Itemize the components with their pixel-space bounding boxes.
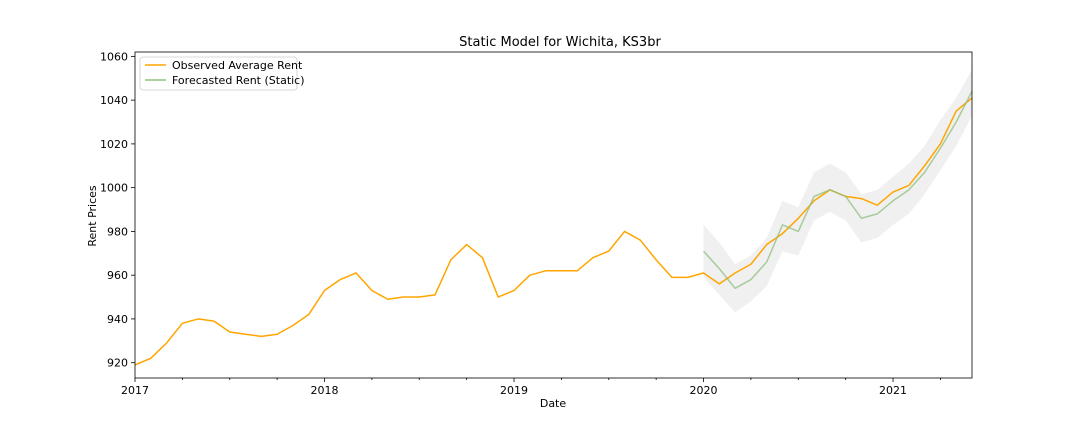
series-layer [134, 91, 973, 366]
y-tick-label: 1060 [100, 50, 128, 63]
y-tick-label: 1000 [100, 182, 128, 195]
confidence-band [703, 69, 972, 313]
observed-rent-line [134, 97, 973, 366]
x-tick-label: 2018 [311, 384, 339, 397]
confidence-interval-layer [703, 69, 972, 313]
y-tick-label: 940 [107, 313, 128, 326]
x-tick-label: 2019 [500, 384, 528, 397]
y-tick-label: 1040 [100, 94, 128, 107]
legend-label-observed: Observed Average Rent [172, 59, 303, 72]
y-axis: 920 940 960 980 1000 1020 1040 1060 [100, 50, 135, 370]
x-tick-label: 2021 [879, 384, 907, 397]
x-tick-label: 2017 [121, 384, 149, 397]
legend: Observed Average Rent Forecasted Rent (S… [139, 56, 305, 91]
legend-box [139, 56, 298, 91]
y-axis-label: Rent Prices [86, 185, 99, 247]
y-tick-label: 1020 [100, 138, 128, 151]
y-tick-label: 960 [107, 269, 128, 282]
y-tick-label: 980 [107, 225, 128, 238]
x-axis: 2017 2018 2019 2020 2021 [121, 378, 941, 397]
legend-label-forecast: Forecasted Rent (Static) [172, 74, 305, 87]
y-tick-label: 920 [107, 357, 128, 370]
chart-title: Static Model for Wichita, KS3br [459, 35, 661, 50]
x-tick-label: 2020 [690, 384, 718, 397]
forecast-rent-line [702, 91, 973, 290]
plot-area-frame [134, 51, 973, 379]
x-axis-label: Date [540, 397, 567, 410]
